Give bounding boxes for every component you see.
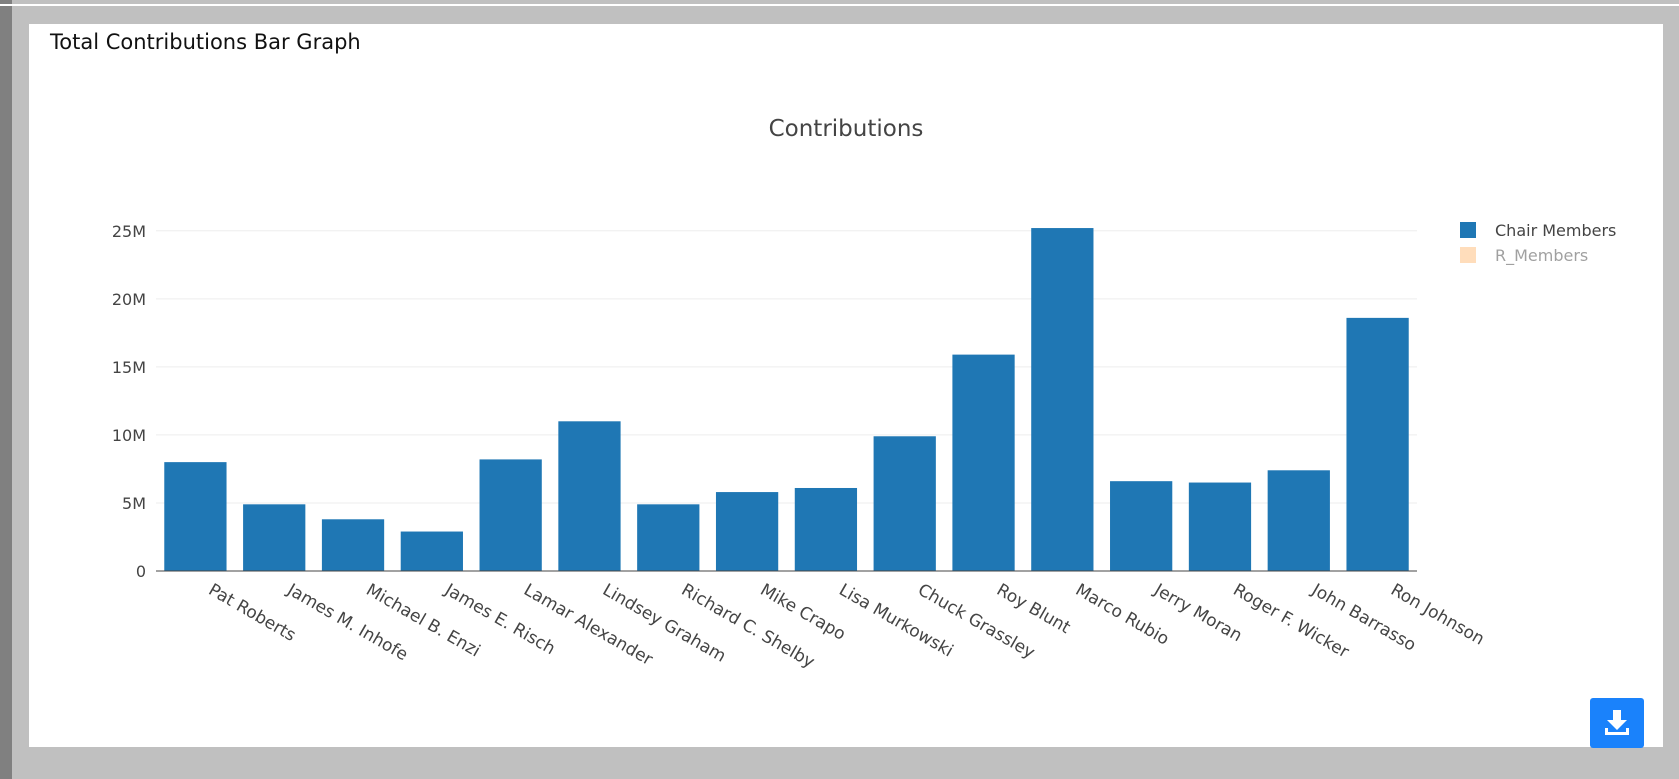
bar bbox=[479, 459, 542, 571]
download-icon bbox=[1605, 710, 1629, 735]
y-tick-label: 25M bbox=[112, 222, 146, 241]
bar bbox=[1267, 470, 1330, 571]
bar bbox=[1031, 228, 1094, 572]
bar bbox=[558, 421, 621, 571]
bar bbox=[243, 504, 306, 571]
x-tick-label: Lamar Alexander bbox=[520, 580, 656, 670]
panel-title: Total Contributions Bar Graph bbox=[50, 30, 361, 54]
y-tick-label: 15M bbox=[112, 358, 146, 377]
legend-swatch bbox=[1460, 247, 1476, 263]
bar bbox=[321, 519, 385, 571]
download-button[interactable] bbox=[1590, 698, 1644, 748]
bar bbox=[164, 462, 227, 571]
bar bbox=[1346, 317, 1409, 571]
legend-label: R_Members bbox=[1495, 246, 1588, 266]
chart: Contributions 0 5M 10M 15M 20M 25M Pat Roberts… bbox=[112, 116, 1617, 672]
bar bbox=[1188, 482, 1252, 571]
y-tick-label: 0 bbox=[136, 562, 146, 581]
y-tick-label: 5M bbox=[122, 494, 146, 513]
bar bbox=[952, 354, 1015, 571]
x-tick-label: Richard C. Shelby bbox=[678, 580, 818, 672]
y-tick-label: 10M bbox=[112, 426, 146, 445]
bar bbox=[637, 504, 700, 571]
y-tick-label: 20M bbox=[112, 290, 146, 309]
bar bbox=[715, 492, 779, 571]
bar bbox=[794, 487, 858, 571]
bar bbox=[873, 436, 936, 571]
legend-label: Chair Members bbox=[1495, 221, 1616, 240]
legend-swatch bbox=[1460, 222, 1476, 238]
chart-title: Contributions bbox=[769, 116, 924, 142]
bar bbox=[400, 531, 463, 571]
x-tick-label: Pat Roberts bbox=[205, 580, 299, 646]
top-bar bbox=[0, 4, 1679, 6]
bar bbox=[1110, 481, 1173, 571]
panel: Total Contributions Bar Graph Contributi… bbox=[29, 24, 1663, 748]
